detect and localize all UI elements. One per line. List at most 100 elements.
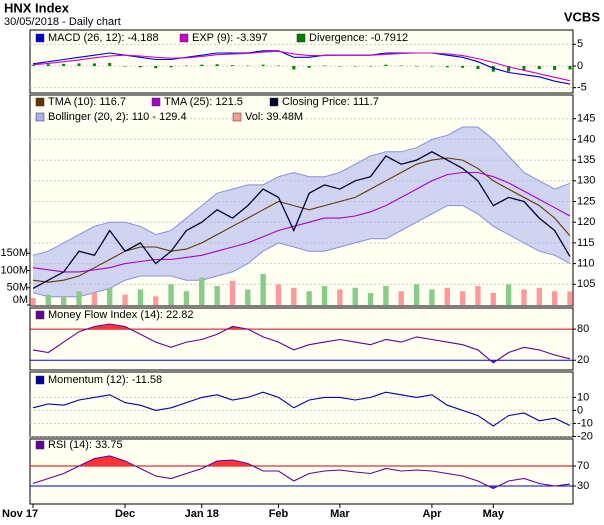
divergence-bar: [92, 63, 96, 66]
volume-bar: [536, 287, 542, 305]
divergence-bar: [430, 66, 434, 67]
legend-swatch: [151, 97, 161, 107]
legend-label: MACD (26, 12): -4.188: [48, 32, 159, 44]
divergence-bar: [415, 66, 419, 67]
legend-swatch: [232, 112, 242, 122]
divergence-bar: [261, 64, 265, 66]
volume-bar: [444, 287, 450, 305]
y-tick-label: 125: [577, 195, 595, 207]
y-tick-label: 20: [577, 354, 589, 366]
divergence-bar: [507, 66, 511, 72]
divergence-bar: [323, 65, 327, 67]
volume-bar: [122, 294, 128, 305]
volume-bar: [413, 284, 420, 305]
x-tick-label: May: [483, 508, 505, 520]
volume-bar: [291, 287, 297, 305]
divergence-bar: [154, 66, 158, 69]
divergence-bar: [62, 63, 66, 66]
volume-bar: [275, 284, 282, 305]
legend-label: RSI (14): 33.75: [48, 439, 123, 451]
series-line: [32, 323, 571, 364]
divergence-bar: [353, 66, 357, 67]
source: VCBS: [564, 9, 600, 24]
divergence-bar: [568, 66, 572, 70]
y2-tick-label: 100M: [0, 264, 28, 276]
legend-swatch: [35, 310, 45, 320]
y-tick-label: -10: [577, 417, 593, 429]
y-tick-label: 105: [577, 278, 595, 290]
volume-bar: [352, 287, 358, 305]
legend-swatch: [269, 97, 279, 107]
legend-label: EXP (9): -3.397: [192, 32, 268, 44]
legend-label: Divergence: -0.7912: [309, 32, 408, 44]
divergence-bar: [553, 66, 557, 70]
volume-bar: [107, 287, 113, 305]
series-line: [32, 455, 571, 490]
divergence-bar: [184, 65, 188, 67]
y-tick-label: 0: [577, 404, 583, 416]
divergence-bar: [537, 66, 541, 70]
plot-area: [30, 118, 573, 305]
legend-swatch: [179, 33, 189, 43]
volume-bar: [521, 289, 527, 305]
divergence-bar: [31, 65, 35, 66]
volume-bar: [306, 291, 312, 305]
series-line: [32, 391, 571, 427]
volume-bar: [61, 296, 67, 305]
divergence-bar: [461, 66, 465, 68]
volume-bar: [398, 291, 404, 305]
volume-bar: [383, 286, 389, 305]
chart-title: HNX Index: [4, 0, 70, 15]
volume-bar: [91, 292, 98, 305]
divergence-bar: [307, 66, 311, 68]
divergence-bar: [123, 66, 127, 67]
y-tick-label: -20: [577, 430, 593, 442]
y-tick-label: 140: [577, 133, 595, 145]
series-line: [32, 50, 571, 82]
x-tick-label: Jan 18: [185, 508, 219, 520]
bollinger-lower: [32, 205, 571, 298]
y-tick-label: 30: [577, 480, 589, 492]
legend-label: TMA (25): 121.5: [164, 96, 243, 108]
legend-swatch: [35, 375, 45, 385]
divergence-bar: [445, 66, 449, 68]
x-tick-label: Dec: [115, 508, 135, 520]
legend-label: TMA (10): 116.7: [48, 96, 126, 108]
volume-bar: [260, 273, 266, 305]
series-line: [32, 157, 571, 283]
y-tick-label: 135: [577, 154, 595, 166]
volume-bar: [475, 286, 481, 305]
y-tick-label: -5: [577, 82, 587, 94]
divergence-bar: [46, 64, 50, 66]
panel: [29, 307, 574, 371]
plot-area: [30, 455, 573, 490]
divergence-bar: [369, 66, 373, 67]
divergence-bar: [276, 65, 280, 67]
volume-bar: [45, 294, 52, 305]
volume-bar: [505, 284, 512, 305]
divergence-bar: [246, 65, 250, 67]
divergence-bar: [476, 66, 480, 70]
legend-swatch: [35, 112, 45, 122]
volume-bar: [567, 291, 573, 305]
volume-bar: [551, 291, 558, 305]
volume-bar: [459, 291, 466, 305]
volume-bar: [76, 291, 82, 305]
legend-swatch: [35, 33, 45, 43]
chart-subtitle: 30/05/2018 - Daily chart: [4, 16, 121, 28]
volume-bar: [137, 289, 144, 305]
zone-fill: [33, 456, 570, 466]
divergence-bar: [338, 66, 342, 67]
divergence-bar: [522, 66, 526, 71]
legend-label: Momentum (12): -11.58: [48, 374, 162, 386]
x-tick-label: Apr: [422, 508, 442, 520]
plot-area: [30, 391, 573, 437]
volume-bar: [30, 298, 36, 305]
divergence-bar: [200, 64, 204, 66]
legend-label: Money Flow Index (14): 22.82: [48, 309, 194, 321]
y-tick-label: 120: [577, 216, 595, 228]
y-tick-label: 70: [577, 460, 589, 472]
y-tick-label: 0: [577, 60, 583, 72]
y2-tick-label: 150M: [0, 247, 28, 259]
volume-bar: [229, 280, 236, 305]
